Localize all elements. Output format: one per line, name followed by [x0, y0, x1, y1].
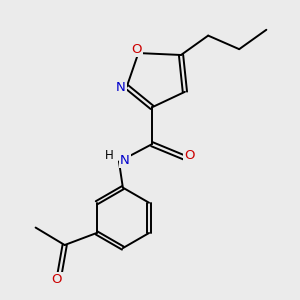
Text: O: O: [52, 273, 62, 286]
Text: N: N: [120, 154, 130, 167]
Text: O: O: [184, 149, 195, 162]
Text: H: H: [105, 148, 114, 161]
Text: N: N: [116, 81, 126, 94]
Text: O: O: [131, 43, 142, 56]
